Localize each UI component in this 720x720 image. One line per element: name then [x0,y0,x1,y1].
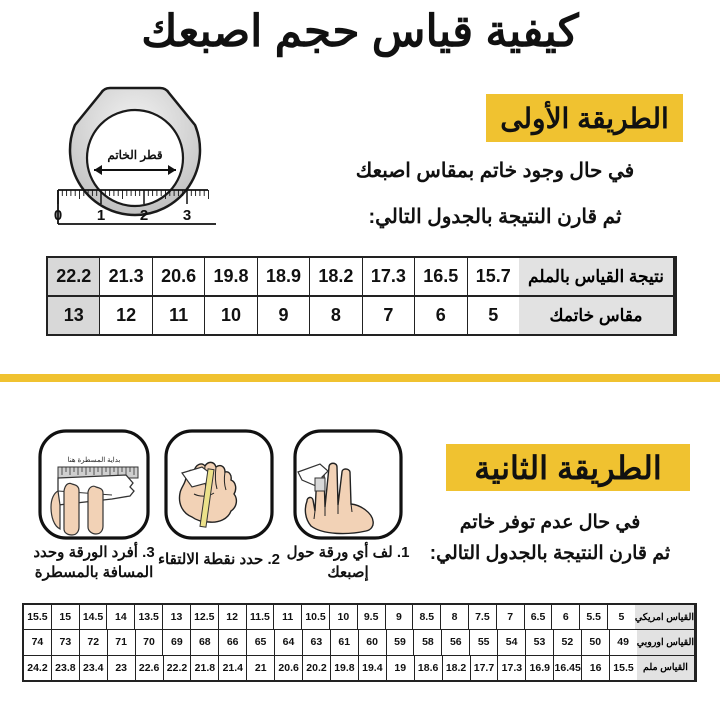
svg-text:1: 1 [97,207,105,224]
svg-text:0: 0 [54,207,62,224]
svg-text:3: 3 [183,207,191,224]
svg-text:بداية المسطرة هنا: بداية المسطرة هنا [68,456,121,464]
svg-text:قطر الخاتم: قطر الخاتم [107,148,163,163]
svg-text:2: 2 [140,207,148,224]
